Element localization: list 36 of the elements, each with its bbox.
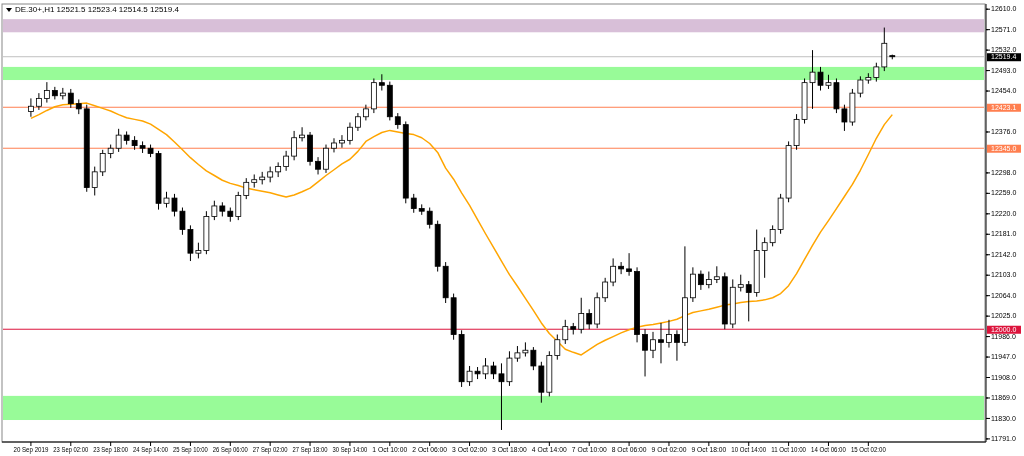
- chart-title: DE.30+,H1 12521.5 12523.4 12514.5 12519.4: [15, 5, 180, 14]
- candlestick: [339, 134, 345, 149]
- candlestick: [35, 92, 42, 111]
- candlestick: [658, 322, 664, 364]
- candlestick: [347, 122, 353, 146]
- candlestick: [674, 329, 680, 362]
- candlestick: [602, 277, 609, 303]
- candlestick: [562, 319, 569, 345]
- candlestick: [331, 137, 337, 153]
- candlestick: [299, 126, 305, 142]
- candlestick: [91, 166, 98, 196]
- candlestick: [642, 328, 648, 377]
- candlestick: [554, 333, 561, 361]
- candlestick: [578, 297, 585, 334]
- candlestick: [243, 177, 250, 200]
- candlestick: [315, 156, 321, 175]
- candlestick: [697, 269, 704, 291]
- candlestick: [410, 193, 417, 214]
- candlestick: [43, 81, 50, 104]
- candlestick: [618, 261, 625, 275]
- candlestick: [689, 266, 696, 303]
- candlestick: [426, 207, 433, 230]
- candlestick: [235, 191, 242, 221]
- candlestick: [99, 149, 106, 177]
- candlestick: [881, 27, 888, 72]
- candlestick: [626, 252, 632, 277]
- candlestick: [650, 331, 656, 359]
- candlestick: [666, 319, 672, 349]
- candlestick: [283, 150, 290, 172]
- candlestick: [745, 280, 752, 322]
- candlestick: [291, 130, 298, 161]
- candlestick: [610, 257, 617, 287]
- candlestick: [323, 144, 329, 174]
- candlestick: [28, 97, 34, 118]
- candlestick: [586, 308, 593, 330]
- candlestick: [67, 88, 74, 109]
